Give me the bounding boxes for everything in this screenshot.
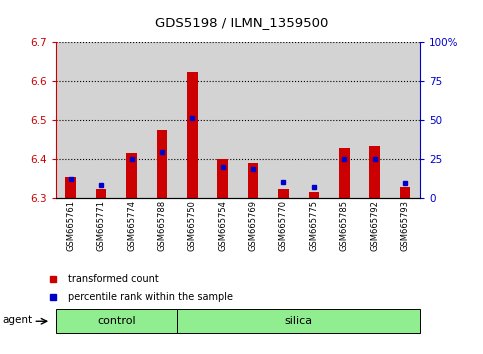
Bar (86, 42, 116, 198)
Bar (238, 42, 268, 198)
Bar (400, 187, 411, 198)
Bar (177, 42, 208, 198)
Bar (156, 130, 167, 198)
Bar (309, 192, 319, 198)
Bar (329, 42, 359, 198)
Bar (278, 188, 289, 198)
Bar (208, 42, 238, 198)
Text: transformed count: transformed count (69, 274, 159, 284)
Bar (96, 188, 106, 198)
Bar (217, 159, 228, 198)
Bar (116, 42, 147, 198)
Bar (126, 153, 137, 198)
Bar (187, 72, 198, 198)
Text: GDS5198 / ILMN_1359500: GDS5198 / ILMN_1359500 (155, 16, 328, 29)
Text: control: control (97, 316, 136, 326)
Text: agent: agent (3, 315, 33, 325)
Text: silica: silica (284, 316, 313, 326)
Bar (248, 163, 258, 198)
Bar (147, 42, 177, 198)
Bar (56, 42, 86, 198)
Bar (359, 42, 390, 198)
Bar (268, 42, 298, 198)
FancyBboxPatch shape (177, 309, 420, 333)
FancyBboxPatch shape (56, 309, 177, 333)
Bar (65, 177, 76, 198)
Bar (339, 148, 350, 198)
Bar (390, 42, 420, 198)
Bar (369, 145, 380, 198)
Bar (298, 42, 329, 198)
Text: percentile rank within the sample: percentile rank within the sample (69, 292, 233, 302)
